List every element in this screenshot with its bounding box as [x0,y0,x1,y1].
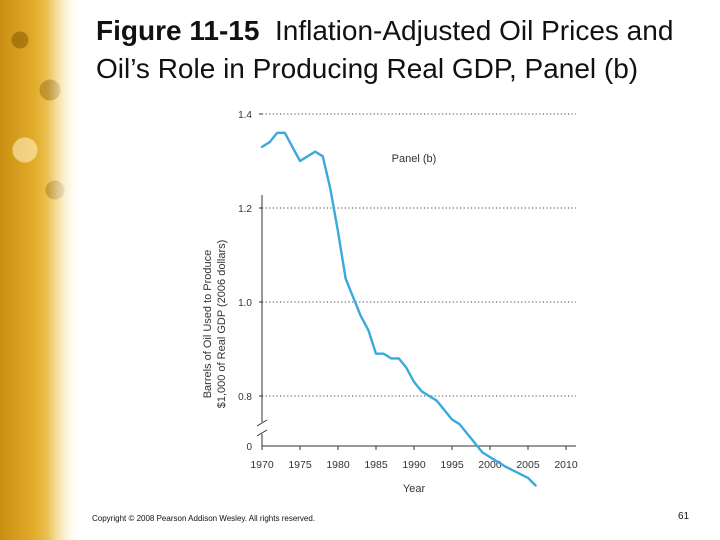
slide-title: Figure 11-15 Inflation-Adjusted Oil Pric… [96,12,696,88]
x-tick-label: 1980 [326,459,350,471]
x-tick-label: 1970 [250,459,274,471]
y-tick-label: 1.4 [238,110,252,121]
x-tick-label: 1990 [402,459,426,471]
axis-break-mark [256,419,268,427]
decorative-sidebar [0,0,78,540]
x-tick-label: 1985 [364,459,388,471]
figure-number: Figure 11-15 [96,15,260,46]
y-tick-label: 0 [246,442,252,453]
y-tick-label: 1.0 [238,298,252,309]
y-axis-label-line1: Barrels of Oil Used to Produce [202,250,214,399]
x-axis-label: Year [403,483,426,495]
x-tick-label: 2005 [516,459,540,471]
x-tick-label: 1995 [440,459,464,471]
y-tick-label: 0.8 [238,392,252,403]
copyright-notice: Copyright © 2008 Pearson Addison Wesley.… [92,514,316,523]
y-axis-label-line2: $1,000 of Real GDP (2006 dollars) [216,240,228,409]
x-tick-label: 2000 [478,459,502,471]
page-number: 61 [678,511,690,522]
x-tick-label: 1975 [288,459,312,471]
y-tick-label: 1.2 [238,204,252,215]
axis-break-mark [256,429,268,437]
x-tick-label: 2010 [554,459,578,471]
panel-title: Panel (b) [392,153,437,165]
figure-title-text: Inflation-Adjusted Oil Prices and Oil’s … [96,15,674,84]
series-line [260,131,537,487]
